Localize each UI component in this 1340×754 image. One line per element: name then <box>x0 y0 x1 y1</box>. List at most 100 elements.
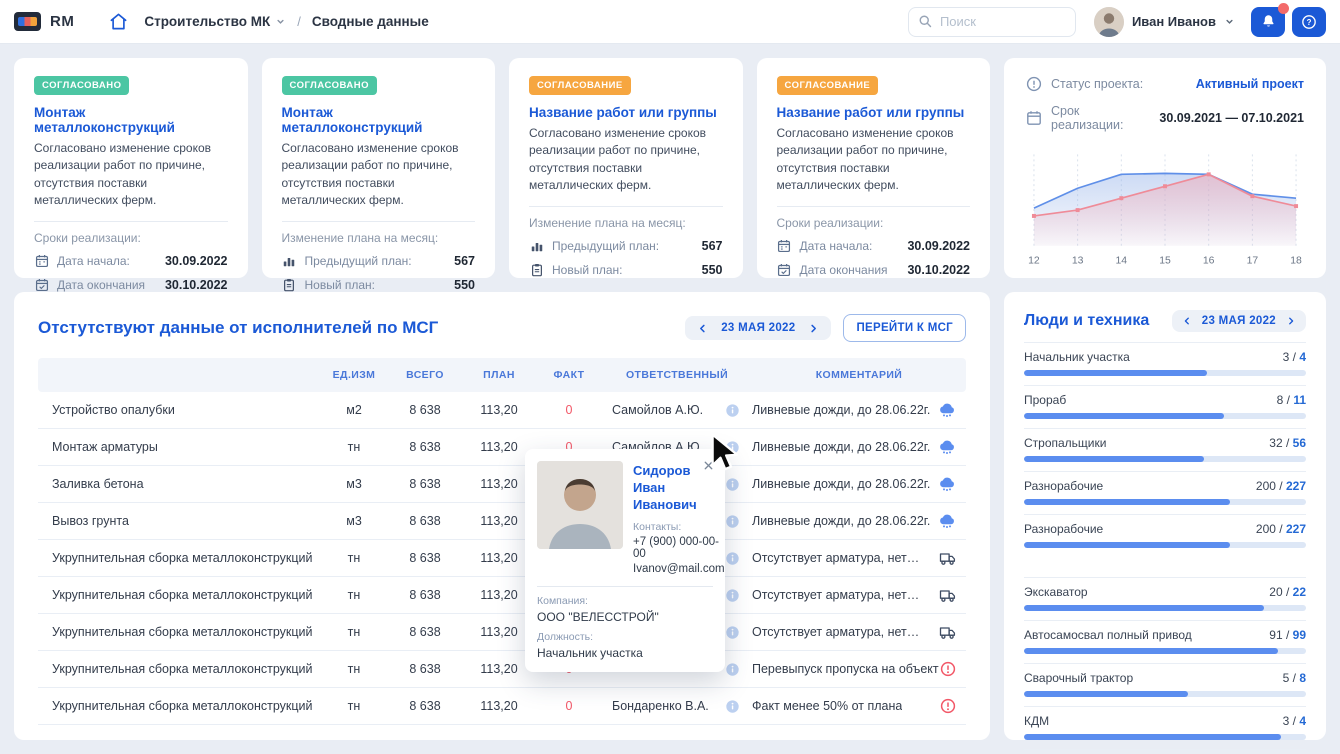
progress-bar-fill <box>1024 456 1205 462</box>
resource-total: 4 <box>1299 714 1306 728</box>
warning-icon <box>940 698 956 714</box>
resource-item-top: Экскаватор 20 / 22 <box>1024 585 1306 599</box>
chart-icon <box>282 254 297 269</box>
position-value: Начальник участка <box>537 645 643 660</box>
info-icon[interactable] <box>725 662 740 677</box>
rain-cloud-icon <box>938 439 956 455</box>
search-box[interactable] <box>907 6 1076 37</box>
home-icon <box>109 12 128 31</box>
plan-cell: 113,20 <box>480 625 518 639</box>
card-title-link[interactable]: Монтаж металлоконструкций <box>281 105 423 135</box>
card-item-value: 550 <box>454 278 475 293</box>
table-row[interactable]: Монтаж арматуры тн 8 638 113,20 0 Самойлов А.… <box>38 429 966 466</box>
resource-current: 200 <box>1255 479 1276 493</box>
status-badge: СОГЛАСОВАНИЕ <box>776 76 879 95</box>
company-value: ООО "ВЕЛЕССТРОЙ" <box>537 609 659 624</box>
plan-cell: 113,20 <box>480 551 518 565</box>
help-button[interactable]: ? <box>1292 6 1326 37</box>
resource-label: Начальник участка <box>1024 350 1130 364</box>
table-row[interactable]: Укрупнительная сборка металлоконструкций… <box>38 651 966 688</box>
card-title-link[interactable]: Название работ или группы <box>529 105 717 120</box>
unit-cell: тн <box>347 440 361 454</box>
progress-bar-fill <box>1024 734 1281 740</box>
comment-cell: Факт менее 50% от плана <box>752 698 966 714</box>
table-row[interactable]: Укрупнительная сборка металлоконструкций… <box>38 614 966 651</box>
progress-bar <box>1024 456 1306 462</box>
resource-value: 20 / 22 <box>1269 585 1306 599</box>
info-icon[interactable] <box>725 403 740 418</box>
work-name-cell: Укрупнительная сборка металлоконструкций <box>52 699 313 713</box>
comment-text: Отсутствует арматура, нет… <box>752 588 920 602</box>
chevron-left-icon[interactable] <box>697 323 708 334</box>
resource-label: Автосамосвал полный привод <box>1024 628 1192 642</box>
work-name-cell: Укрупнительная сборка металлоконструкций <box>52 588 313 602</box>
total-cell: 8 638 <box>409 588 441 602</box>
resource-total: 22 <box>1292 585 1306 599</box>
topbar: RM Строительство МК / Сводные данные Ива… <box>0 0 1340 44</box>
summary-card: СОГЛАСОВАНИЕ Название работ или группы Сог… <box>756 58 990 278</box>
chevron-right-icon[interactable] <box>1286 316 1296 326</box>
app-logo-text: RM <box>50 13 75 30</box>
total-cell: 8 638 <box>409 551 441 565</box>
plan-cell: 113,20 <box>480 477 518 491</box>
info-icon[interactable] <box>725 440 740 455</box>
resource-item-top: Начальник участка 3 / 4 <box>1024 350 1306 364</box>
avatar <box>1093 6 1124 37</box>
info-icon[interactable] <box>725 477 740 492</box>
card-body-text: Согласовано изменение сроков реализации … <box>776 126 954 193</box>
comment-text: Ливневые дожди, до 28.06.22г. <box>752 440 931 454</box>
chevron-left-icon[interactable] <box>1182 316 1192 326</box>
card-item-label: Дата окончания <box>799 263 888 278</box>
info-icon[interactable] <box>725 699 740 714</box>
chart-icon <box>529 239 544 254</box>
breadcrumb-project-dropdown[interactable]: Строительство МК <box>144 14 286 29</box>
table-row[interactable]: Укрупнительная сборка металлоконструкций… <box>38 540 966 577</box>
table-row[interactable]: Устройство опалубки м2 8 638 113,20 0 Самойло… <box>38 392 966 429</box>
table-row[interactable]: Укрупнительная сборка металлоконструкций… <box>38 577 966 614</box>
sidebar-date-label: 23 МАЯ 2022 <box>1201 315 1276 327</box>
svg-text:16: 16 <box>1203 256 1215 267</box>
card-item-label: Новый план: <box>304 278 376 293</box>
search-input[interactable] <box>939 14 1066 29</box>
comment-cell: Отсутствует арматура, нет… <box>752 625 966 640</box>
total-cell: 8 638 <box>409 625 441 639</box>
chevron-right-icon[interactable] <box>808 323 819 334</box>
goto-msg-button[interactable]: ПЕРЕЙТИ К МСГ <box>843 314 966 342</box>
total-cell: 8 638 <box>409 477 441 491</box>
close-icon[interactable] <box>701 458 715 472</box>
table-row[interactable]: Укрупнительная сборка металлоконструкций… <box>38 688 966 725</box>
total-cell: 8 638 <box>409 440 441 454</box>
resource-current: 20 <box>1269 585 1283 599</box>
comment-cell: Ливневые дожди, до 28.06.22г. <box>752 513 966 529</box>
work-name-cell: Устройство опалубки <box>52 403 175 417</box>
card-title-link[interactable]: Название работ или группы <box>776 105 965 120</box>
resource-label: Экскаватор <box>1024 585 1088 599</box>
user-menu[interactable]: Иван Иванов <box>1093 6 1235 37</box>
truck-icon <box>939 551 956 566</box>
resource-value: 8 / 11 <box>1276 393 1306 407</box>
card-item: Дата окончания 30.10.2022 <box>34 278 228 293</box>
resource-item: Автосамосвал полный привод 91 / 99 <box>1024 620 1306 663</box>
home-button[interactable] <box>106 10 130 34</box>
progress-bar <box>1024 413 1306 419</box>
info-icon[interactable] <box>725 551 740 566</box>
bell-icon <box>1260 13 1277 30</box>
work-name-cell: Вывоз грунта <box>52 514 129 528</box>
progress-bar-fill <box>1024 499 1230 505</box>
card-title-link[interactable]: Монтаж металлоконструкций <box>34 105 175 135</box>
resource-item: Стропальщики 32 / 56 <box>1024 428 1306 471</box>
resource-label: Сварочный трактор <box>1024 671 1134 685</box>
notifications-button[interactable] <box>1251 2 1289 37</box>
people-equipment-panel: Люди и техника 23 МАЯ 2022 Начальник уча… <box>1004 292 1326 750</box>
info-icon[interactable] <box>725 625 740 640</box>
resource-item: Разнорабочие 200 / 227 <box>1024 514 1306 557</box>
info-icon[interactable] <box>725 514 740 529</box>
plan-cell: 113,20 <box>480 403 518 417</box>
progress-bar-fill <box>1024 605 1264 611</box>
card-section-label: Изменение плана на месяц: <box>281 230 439 245</box>
calendar-check-icon <box>34 278 49 293</box>
info-icon[interactable] <box>725 588 740 603</box>
card-item-label: Предыдущий план: <box>304 254 412 269</box>
